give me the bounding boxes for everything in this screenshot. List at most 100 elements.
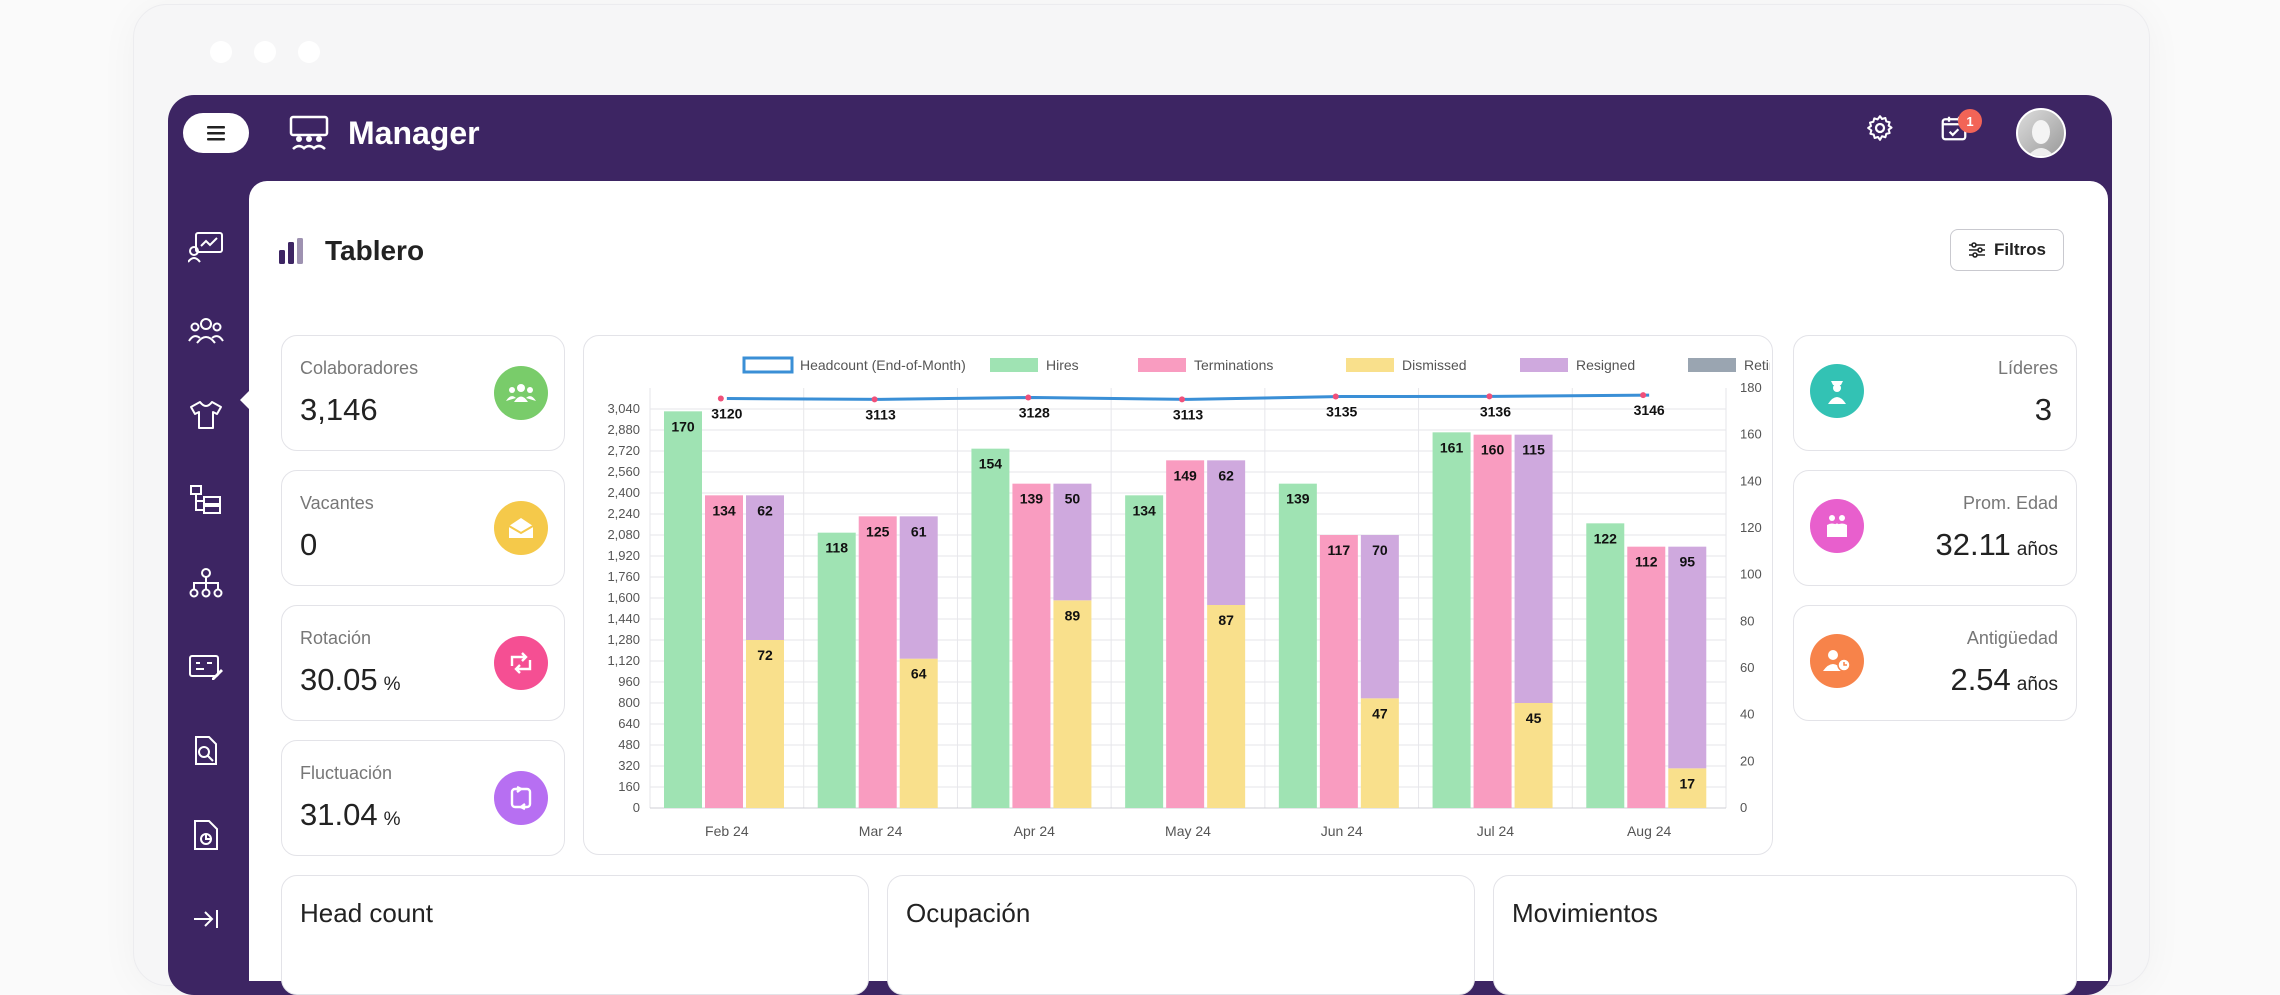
shirt-icon [190,401,222,429]
avatar[interactable] [2016,108,2066,158]
data-label: 50 [1065,491,1081,507]
kpi-label: Rotación [300,628,372,648]
sidebar-item-reports[interactable] [186,815,226,855]
bar-dismissed [1668,768,1707,808]
leader-icon [1810,364,1864,418]
y-tick-right: 180 [1740,380,1762,395]
bar-dismissed [1360,698,1399,808]
headcount-point [871,396,878,403]
kpi-card-colaboradores[interactable]: Colaboradores 3,146 [281,335,565,451]
bar-hires [1125,495,1164,808]
bar-resigned [1668,546,1707,769]
x-tick: Apr 24 [1014,823,1055,839]
kpi-label: Antigüedad [1966,628,2058,648]
family-icon [1810,499,1864,553]
sidebar-item-collapse[interactable] [186,899,226,939]
legend-label: Headcount (End-of-Month) [800,357,966,373]
legend-swatch [1138,358,1186,372]
y-tick-left: 2,400 [607,485,640,500]
menu-button[interactable] [183,113,249,153]
card-title: Ocupación [906,898,1031,928]
bar-dismissed [1207,605,1246,808]
kpi-card-vacantes[interactable]: Vacantes 0 [281,470,565,586]
sidebar-item-dashboard[interactable] [186,227,226,267]
data-label: 160 [1481,442,1505,458]
bar-resigned [1360,535,1399,699]
movimientos-card[interactable]: Movimientos [1493,875,2077,995]
y-tick-right: 160 [1740,427,1762,442]
bar-resigned [746,495,784,640]
sidebar-item-team[interactable] [186,311,226,351]
bar-dismissed [899,658,938,808]
x-tick: Jun 24 [1321,823,1363,839]
gear-icon[interactable] [1865,113,1895,143]
data-label: 125 [866,523,890,539]
filters-button[interactable]: Filtros [1950,229,2064,271]
app-title: Manager [348,115,480,151]
data-label: 134 [1132,502,1156,518]
data-label: 72 [757,647,773,663]
y-tick-right: 80 [1740,613,1754,628]
y-tick-left: 2,720 [607,443,640,458]
window-dot [254,41,276,63]
data-label: 70 [1372,542,1388,558]
sidebar-item-documents-search[interactable] [186,731,226,771]
folder-tree-icon [190,485,221,514]
headcount-point [1025,394,1032,401]
y-tick-right: 100 [1740,567,1762,582]
kpi-card-antiguedad[interactable]: Antigüedad 2.54 años [1793,605,2077,721]
kpi-value: 2.54 años [1950,662,2058,697]
window-dot [298,41,320,63]
legend-label: Retired [1744,357,1770,373]
dashboard-board-icon [188,232,223,263]
kpi-card-rotacion[interactable]: Rotación 30.05% [281,605,565,721]
y-tick-left: 2,560 [607,464,640,479]
headcount-label: 3113 [865,406,896,422]
ocupacion-card[interactable]: Ocupación [887,875,1475,995]
bar-hires [1432,432,1471,808]
sidebar-item-uniforms[interactable] [186,395,226,435]
y-tick-left: 800 [618,695,640,710]
y-tick-left: 640 [618,716,640,731]
x-tick: Jul 24 [1477,823,1515,839]
y-tick-left: 1,600 [607,590,640,605]
headcount-label: 3113 [1173,406,1204,422]
headcount-card[interactable]: Head count [281,875,869,995]
active-pointer [240,389,251,411]
kpi-card-lideres[interactable]: Líderes 3 [1793,335,2077,451]
bar-terminations [1473,434,1512,808]
kpi-label: Líderes [1997,358,2058,378]
window-dot [210,41,232,63]
kpi-value: 3,146 [300,392,378,427]
bar-dismissed [746,640,784,808]
headcount-label: 3135 [1326,404,1357,420]
sidebar-item-structure[interactable] [186,479,226,519]
bar-hires [664,411,702,808]
page-title: Tablero [325,235,425,266]
cycle-icon [494,771,548,825]
data-label: 154 [979,456,1003,472]
data-label: 62 [757,502,773,518]
data-label: 45 [1526,710,1542,726]
sitemap-icon [189,568,223,598]
x-tick: May 24 [1165,823,1211,839]
data-label: 139 [1020,491,1044,507]
data-label: 89 [1065,607,1081,623]
kpi-value: 31.04% [300,797,401,832]
kpi-card-fluctuacion[interactable]: Fluctuación 31.04% [281,740,565,856]
envelope-open-icon [494,501,548,555]
y-tick-left: 2,080 [607,527,640,542]
user-clock-icon [1810,634,1864,688]
file-search-icon [195,736,217,765]
y-tick-right: 140 [1740,473,1762,488]
user-photo-icon [2028,120,2054,156]
y-tick-left: 960 [618,674,640,689]
headcount-label: 3128 [1019,404,1050,420]
headcount-label: 3146 [1634,402,1665,418]
bar-dismissed [1514,703,1553,808]
sidebar-item-org-chart[interactable] [186,563,226,603]
bar-chart-icon [279,238,303,264]
sidebar-item-payroll[interactable] [186,647,226,687]
kpi-card-prom-edad[interactable]: Prom. Edad 32.11 años [1793,470,2077,586]
headcount-point [1486,393,1493,400]
